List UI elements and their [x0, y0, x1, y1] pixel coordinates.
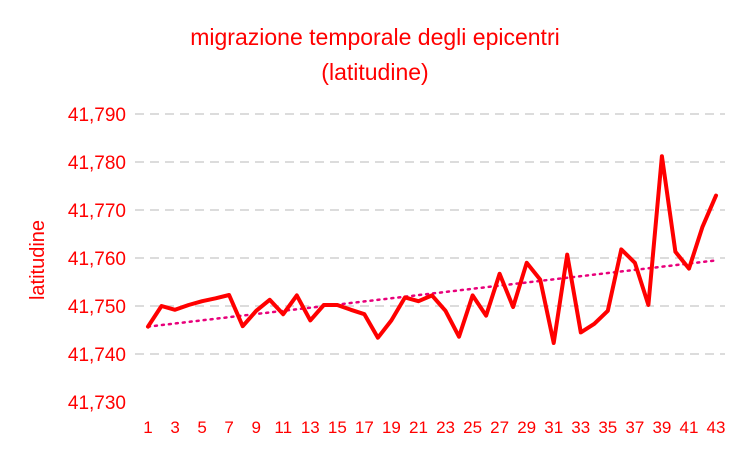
x-tick-label: 7: [224, 418, 233, 437]
x-tick-label: 33: [571, 418, 590, 437]
x-tick-label: 43: [707, 418, 726, 437]
y-tick-label: 41,760: [68, 249, 126, 270]
x-tick-label: 31: [544, 418, 563, 437]
x-tick-label: 13: [301, 418, 320, 437]
y-tick-label: 41,780: [68, 153, 126, 174]
x-tick-label: 37: [625, 418, 644, 437]
y-tick-label: 41,750: [68, 297, 126, 318]
x-tick-label: 11: [274, 418, 292, 437]
x-tick-label: 15: [328, 418, 347, 437]
x-tick-label: 1: [143, 418, 152, 437]
y-tick-label: 41,790: [68, 105, 126, 126]
x-tick-label: 9: [251, 418, 260, 437]
x-axis-ticks: 1 3 5 7 9 11 13 15 17 19 21 23 25 27 29 31 33 35 37 39 41 43: [143, 418, 725, 437]
y-tick-label: 41,770: [68, 201, 126, 222]
x-tick-label: 5: [197, 418, 206, 437]
series-group: [146, 154, 718, 345]
x-tick-label: 39: [652, 418, 671, 437]
x-tick-label: 41: [679, 418, 698, 437]
x-tick-label: 17: [355, 418, 374, 437]
y-axis-ticks: 41,790 41,780 41,770 41,760 41,750 41,740 41,7…: [68, 105, 126, 414]
x-tick-label: 27: [490, 418, 509, 437]
x-tick-label: 23: [436, 418, 455, 437]
x-tick-label: 35: [598, 418, 617, 437]
y-axis-title: latitudine: [27, 220, 49, 300]
x-tick-label: 25: [463, 418, 482, 437]
chart-title-line-2: (latitudine): [321, 59, 428, 85]
x-tick-label: 19: [382, 418, 401, 437]
y-tick-label: 41,740: [68, 345, 126, 366]
chart-title-line-1: migrazione temporale degli epicentri: [190, 24, 559, 50]
x-tick-label: 29: [517, 418, 536, 437]
x-tick-label: 3: [170, 418, 179, 437]
series-line: [146, 154, 718, 345]
y-tick-label: 41,730: [68, 393, 126, 414]
x-tick-label: 21: [409, 418, 428, 437]
